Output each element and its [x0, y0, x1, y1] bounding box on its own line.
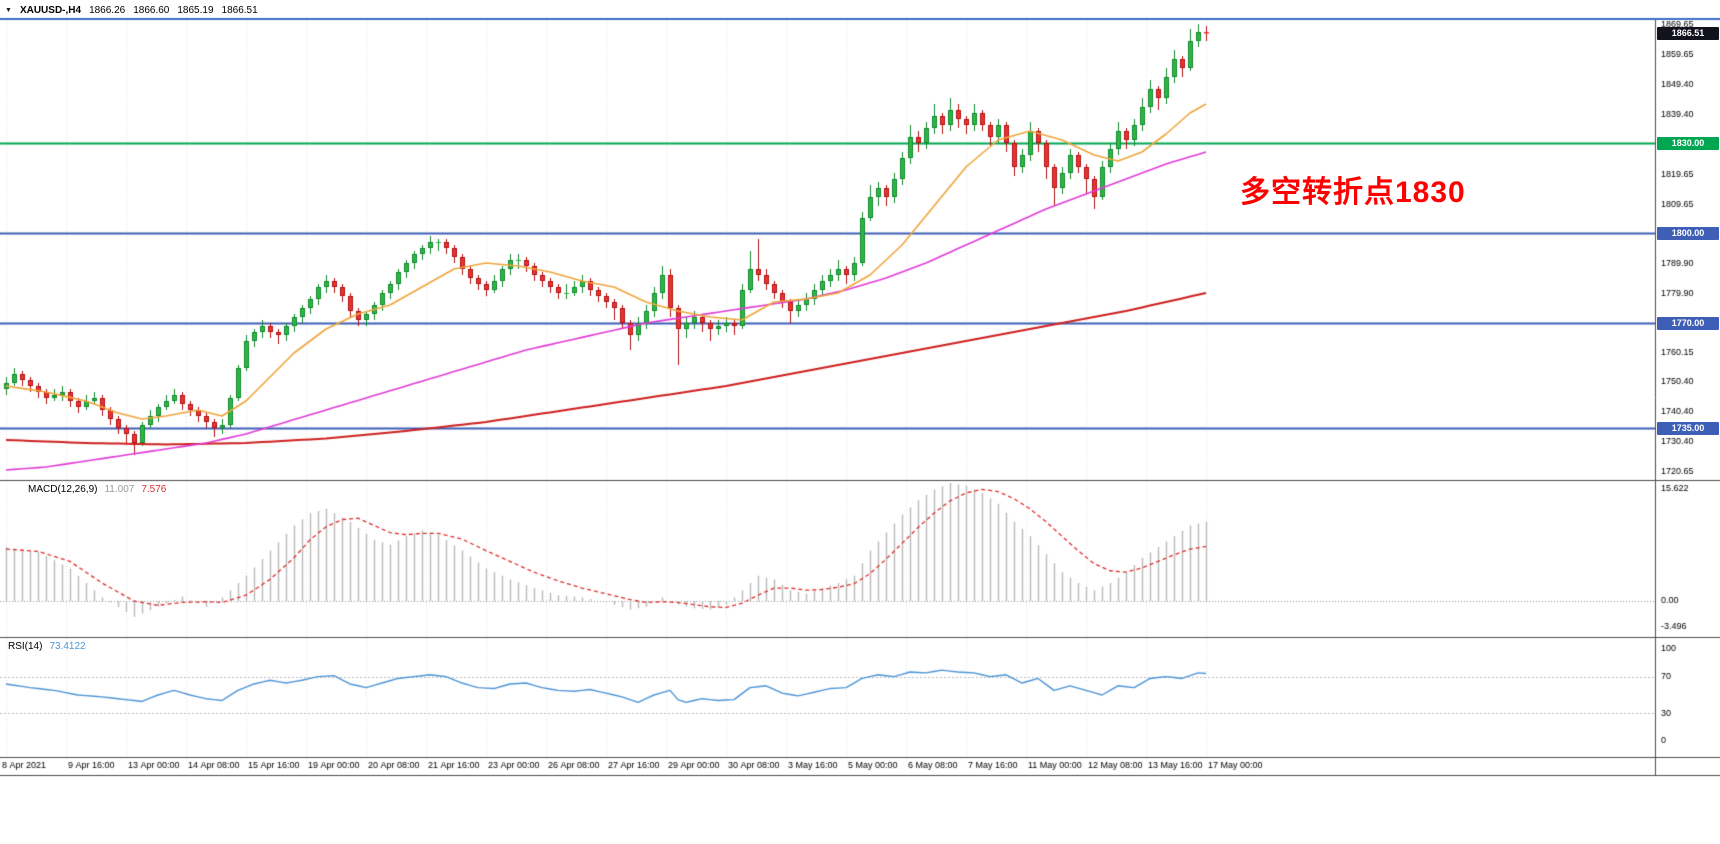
symbol-dropdown-icon[interactable]: ▼ — [5, 6, 12, 14]
macd-name: MACD(12,26,9) — [28, 484, 98, 495]
symbol-period-label: XAUUSD-,H4 — [19, 4, 82, 16]
rsi-value: 73.4122 — [49, 641, 86, 652]
rsi-name: RSI(14) — [8, 641, 43, 652]
price-tag-current: 1866.51 — [1657, 26, 1719, 40]
chart-topbar: ▼ XAUUSD-,H4 1866.26 1866.60 1865.19 186… — [5, 3, 258, 17]
price-tag-1770: 1770.00 — [1657, 316, 1719, 330]
quote-low: 1865.19 — [177, 4, 214, 16]
price-tag-1735: 1735.00 — [1657, 421, 1719, 435]
annotation-text[interactable]: 多空转折点1830 — [1240, 176, 1466, 209]
macd-main-value: 11.007 — [104, 484, 135, 495]
macd-indicator-label: MACD(12,26,9) 11.007 7.576 — [28, 484, 166, 495]
price-tag-1830: 1830.00 — [1657, 136, 1719, 150]
price-tag-1800: 1800.00 — [1657, 226, 1719, 240]
quote-high: 1866.60 — [133, 4, 170, 16]
macd-signal-value: 7.576 — [141, 484, 167, 495]
quote-open: 1866.26 — [89, 4, 126, 16]
rsi-indicator-label: RSI(14) 73.4122 — [8, 641, 86, 652]
quote-close: 1866.51 — [221, 4, 258, 16]
